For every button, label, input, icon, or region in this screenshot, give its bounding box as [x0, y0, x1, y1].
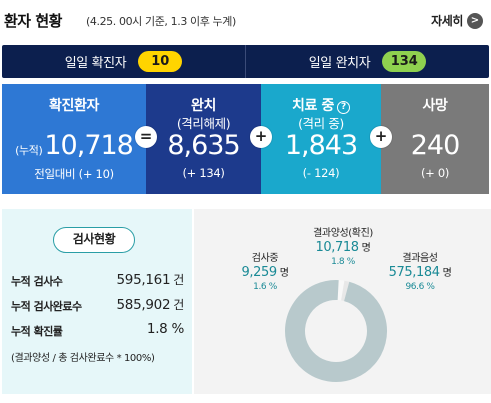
test-row-unit: 건 — [173, 298, 184, 312]
chart-label-positive: 결과양성(확진) 10,718 명 1.8 % — [300, 224, 386, 267]
chart-label-negative-value-row: 575,184 명 — [370, 264, 470, 280]
test-row-label: 누적 검사완료수 — [11, 300, 82, 313]
chart-label-positive-percent: 1.8 % — [331, 257, 355, 267]
test-row-value: 1.8 % — [146, 321, 184, 337]
header: 환자 현황 (4.25. 00시 기준, 1.3 이후 누계) 자세히 > — [0, 0, 491, 40]
stat-confirmed-title: 확진환자 — [49, 98, 99, 114]
test-status-panel: 검사현황 누적 검사수 595,161 건 누적 검사완료수 585,902 건 누… — [2, 209, 192, 394]
question-icon[interactable]: ? — [336, 101, 350, 114]
chart-label-negative: 결과음성 575,184 명 96.6 % — [370, 249, 470, 292]
chart-label-negative-value: 575,184 — [388, 265, 440, 280]
equals-icon: = — [135, 126, 157, 148]
chart-label-testing-value-row: 9,259 명 — [230, 264, 300, 280]
chart-label-testing-value: 9,259 — [241, 265, 277, 280]
test-row-label: 누적 검사수 — [11, 275, 63, 288]
test-row: 누적 검사완료수 585,902 건 — [11, 296, 191, 316]
daily-confirmed-label: 일일 확진자 — [64, 56, 127, 71]
test-result-donut-chart — [285, 280, 387, 382]
test-row-value: 585,902 — [116, 297, 171, 313]
stat-released: 완치 (격리해제) 8,635 (+ 134) — [146, 84, 261, 194]
test-row: 누적 확진률 1.8 % — [11, 321, 191, 341]
chart-label-testing: 검사중 9,259 명 1.6 % — [230, 249, 300, 292]
test-result-chart-panel: 결과양성(확진) 10,718 명 1.8 % 검사중 9,259 명 1.6 % … — [194, 209, 491, 394]
stat-boxes: 확진환자 (누적)10,718 전일대비 (+ 10) 완치 (격리해제) 8,… — [2, 84, 489, 194]
chart-label-testing-title: 검사중 — [251, 253, 279, 264]
donut-slice-testing — [340, 280, 350, 302]
stat-confirmed-prefix: (누적) — [15, 144, 43, 157]
daily-summary-bar: 일일 확진자 10 일일 완치자 134 — [2, 45, 489, 78]
detail-link[interactable]: 자세히 > — [431, 12, 483, 29]
stat-confirmed-value: 10,718 — [44, 130, 133, 161]
stat-released-sub: (격리해제) — [176, 116, 231, 131]
test-row-value-wrap: 595,161 건 — [116, 271, 185, 288]
test-row-value-wrap: 1.8 % — [147, 321, 184, 337]
page-subtitle: (4.25. 00시 기준, 1.3 이후 누계) — [86, 15, 236, 28]
chart-label-positive-title: 결과양성(확진) — [313, 228, 373, 239]
test-row-label: 누적 확진률 — [11, 325, 63, 338]
chart-label-testing-unit: 명 — [279, 268, 289, 279]
donut-slice-positive — [337, 280, 345, 301]
stat-treating: 치료 중? (격리 중) 1,843 (- 124) — [261, 84, 381, 194]
stat-treating-change: (- 124) — [302, 166, 340, 180]
stat-confirmed: 확진환자 (누적)10,718 전일대비 (+ 10) — [2, 84, 146, 194]
chart-label-negative-title: 결과음성 — [402, 253, 438, 264]
detail-label: 자세히 — [431, 14, 463, 28]
stat-treating-title-row: 치료 중? — [261, 95, 381, 115]
daily-released-label: 일일 완치자 — [308, 56, 371, 71]
stat-treating-title: 치료 중 — [292, 98, 334, 114]
chart-label-positive-value-row: 10,718 명 — [300, 239, 386, 255]
donut-slice-negative — [285, 280, 387, 382]
daily-released-badge: 134 — [382, 51, 427, 72]
plus-icon: + — [250, 126, 272, 148]
chart-label-negative-percent: 96.6 % — [405, 282, 435, 292]
chart-label-positive-unit: 명 — [361, 243, 371, 254]
test-formula-note: (결과양성 / 총 검사완료수 * 100%) — [11, 353, 155, 364]
stat-deaths-title: 사망 — [422, 98, 448, 114]
chart-label-testing-percent: 1.6 % — [253, 282, 277, 292]
chart-label-negative-unit: 명 — [442, 268, 452, 279]
stat-deaths-value: 240 — [410, 130, 461, 161]
stat-released-change: (+ 134) — [182, 166, 225, 180]
stat-confirmed-value-row: (누적)10,718 — [2, 130, 146, 161]
test-row: 누적 검사수 595,161 건 — [11, 271, 191, 291]
test-status-badge: 검사현황 — [53, 227, 135, 253]
daily-released: 일일 완치자 134 — [245, 45, 489, 78]
daily-confirmed: 일일 확진자 10 — [2, 45, 245, 78]
stat-released-title: 완치 — [191, 98, 216, 114]
test-row-unit: 건 — [173, 273, 184, 287]
stat-treating-sub: (격리 중) — [298, 116, 344, 131]
stat-confirmed-change: 전일대비 (+ 10) — [34, 167, 114, 181]
daily-confirmed-badge: 10 — [138, 51, 183, 72]
stat-deaths-change: (+ 0) — [420, 166, 450, 180]
test-row-value: 595,161 — [116, 272, 171, 288]
chart-label-positive-value: 10,718 — [315, 240, 359, 255]
test-row-value-wrap: 585,902 건 — [116, 296, 185, 313]
page-title: 환자 현황 — [4, 12, 62, 30]
chevron-right-icon: > — [467, 12, 483, 29]
stat-treating-value: 1,843 — [284, 130, 358, 161]
plus-icon: + — [370, 126, 392, 148]
stat-deaths: 사망 240 (+ 0) — [381, 84, 489, 194]
stat-released-value: 8,635 — [167, 130, 240, 161]
